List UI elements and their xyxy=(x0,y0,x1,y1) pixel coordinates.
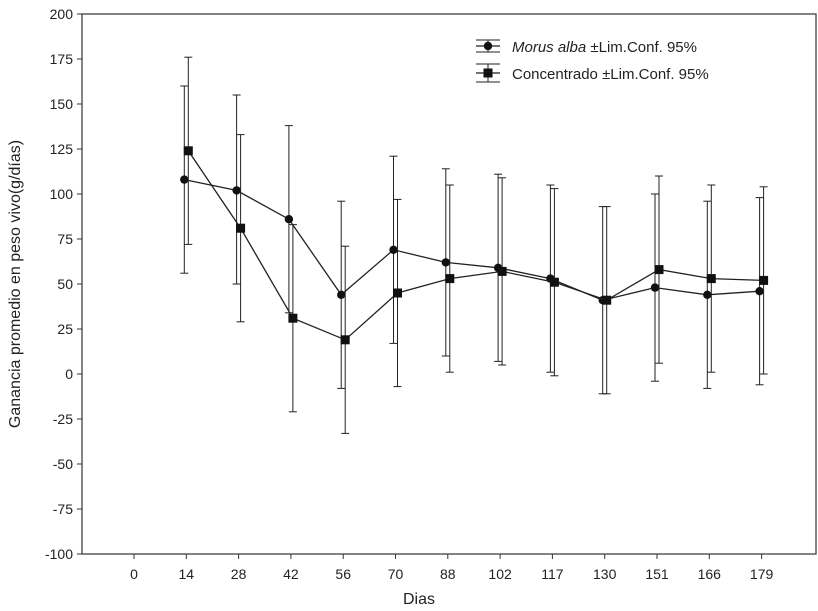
data-point-concentrado xyxy=(759,275,769,285)
y-tick-label: 175 xyxy=(50,51,74,67)
x-tick-label: 179 xyxy=(750,566,774,582)
y-tick-label: 0 xyxy=(65,366,73,382)
x-tick-label: 42 xyxy=(283,566,299,582)
legend-label-morus-alba: Morus alba ±Lim.Conf. 95% xyxy=(512,39,697,56)
x-axis: 0 14 28 42 56 70 88 102 117 130 151 166 179 xyxy=(130,554,773,582)
x-tick-label: 151 xyxy=(645,566,669,582)
legend: Morus alba ±Lim.Conf. 95% Concentrado ±L… xyxy=(476,39,709,83)
y-tick-label: -50 xyxy=(53,456,73,472)
x-tick-label: 102 xyxy=(488,566,512,582)
data-point-morus-alba xyxy=(232,186,241,195)
data-point-morus-alba xyxy=(180,175,189,184)
x-tick-label: 14 xyxy=(179,566,195,582)
data-point-concentrado xyxy=(183,146,193,156)
x-tick-label: 70 xyxy=(388,566,404,582)
x-axis-title: Dias xyxy=(403,591,435,608)
y-tick-label: 150 xyxy=(50,96,74,112)
y-axis-title: Ganancia promedio en peso vivo(g/días) xyxy=(7,140,24,428)
data-point-concentrado xyxy=(654,265,664,275)
data-point-morus-alba xyxy=(755,287,764,296)
data-point-concentrado xyxy=(236,223,246,233)
data-point-concentrado xyxy=(445,274,455,284)
y-tick-label: -25 xyxy=(53,411,73,427)
x-tick-label: 117 xyxy=(541,566,564,582)
data-point-concentrado xyxy=(393,288,402,298)
x-tick-label: 130 xyxy=(593,566,617,582)
y-tick-label: 25 xyxy=(57,321,73,337)
data-point-morus-alba xyxy=(650,283,660,292)
x-tick-label: 0 xyxy=(130,566,138,582)
x-tick-label: 28 xyxy=(231,566,247,582)
x-tick-label: 88 xyxy=(440,566,456,582)
data-point-morus-alba xyxy=(441,258,450,267)
data-point-concentrado xyxy=(288,313,298,323)
data-point-morus-alba xyxy=(703,290,712,299)
legend-item-morus-alba: Morus alba ±Lim.Conf. 95% xyxy=(476,39,697,56)
y-tick-label: -75 xyxy=(53,501,73,517)
data-point-morus-alba xyxy=(337,290,346,299)
data-point-concentrado xyxy=(549,277,559,287)
legend-label-concentrado: Concentrado ±Lim.Conf. 95% xyxy=(512,66,709,83)
data-point-concentrado xyxy=(497,266,507,276)
series-layer xyxy=(180,56,769,434)
legend-item-concentrado: Concentrado ±Lim.Conf. 95% xyxy=(476,63,709,83)
legend-marker-square xyxy=(483,68,493,78)
y-tick-label: 200 xyxy=(50,6,74,22)
y-tick-label: 75 xyxy=(57,231,73,247)
data-point-morus-alba xyxy=(389,245,398,254)
series-line-morus-alba xyxy=(184,178,760,301)
y-tick-label: 50 xyxy=(57,276,73,292)
series-line-concentrado xyxy=(187,150,764,341)
y-tick-label: 100 xyxy=(50,186,74,202)
x-tick-label: 166 xyxy=(698,566,722,582)
legend-marker-circle xyxy=(483,41,493,51)
data-point-concentrado xyxy=(602,295,612,305)
y-tick-label: 125 xyxy=(50,141,74,157)
y-tick-label: -100 xyxy=(45,546,73,562)
data-point-concentrado xyxy=(340,335,350,345)
x-tick-label: 56 xyxy=(335,566,351,582)
data-point-concentrado xyxy=(706,274,716,284)
y-axis: 200 175 150 125 100 75 50 25 0 -25 -50 -75 -100 xyxy=(45,6,82,562)
data-point-morus-alba xyxy=(284,215,294,224)
plot-frame xyxy=(81,13,817,555)
